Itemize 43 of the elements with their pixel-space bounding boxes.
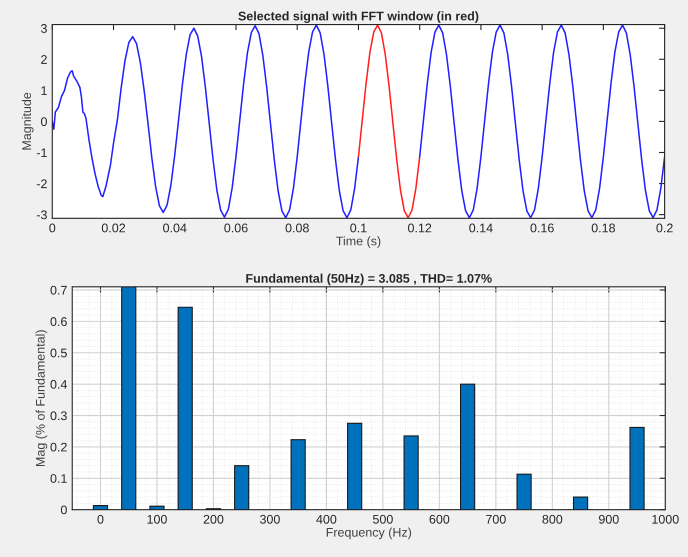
- y-tick-label: 0.1: [50, 474, 67, 483]
- y-tick-label: 1: [41, 86, 47, 95]
- line-series: [358, 24, 420, 218]
- y-tick-label: -3: [36, 210, 47, 220]
- y-tick-label: 0.5: [50, 348, 67, 358]
- x-tick-label: 0.02: [102, 224, 126, 232]
- x-tick-label: 0.08: [286, 224, 309, 232]
- x-tick-label: 400: [316, 514, 336, 524]
- x-axis-title: Frequency (Hz): [326, 528, 412, 540]
- x-axis-title: Time (s): [336, 236, 380, 248]
- x-tick-label: 600: [430, 514, 450, 524]
- y-tick-label: 0: [60, 505, 67, 514]
- x-tick-label: 0: [97, 514, 104, 524]
- y-tick-label: 0.6: [50, 317, 67, 326]
- x-tick-label: 800: [542, 514, 562, 524]
- chart-title: Selected signal with FFT window (in red): [238, 11, 478, 23]
- x-tick-label: 0.06: [224, 224, 248, 232]
- x-tick-label: 300: [260, 514, 280, 524]
- x-tick-label: 1000: [652, 514, 679, 524]
- y-tick-label: 0.3: [50, 411, 67, 420]
- y-tick-label: -1: [36, 148, 47, 158]
- y-tick-label: 3: [40, 24, 47, 33]
- x-tick-label: 500: [372, 514, 393, 524]
- x-tick-label: 0.12: [408, 224, 432, 232]
- x-tick-label: 0.14: [469, 224, 493, 232]
- x-tick-label: 0.18: [592, 224, 615, 232]
- y-axis-title: Mag (% of Fundamental): [36, 330, 48, 466]
- x-tick-label: 0.16: [530, 224, 554, 232]
- x-tick-label: 700: [486, 514, 506, 524]
- x-tick-label: 200: [204, 514, 224, 524]
- x-tick-label: 0.1: [350, 224, 367, 232]
- y-tick-label: 0.4: [50, 380, 68, 389]
- y-tick-label: 2: [41, 55, 47, 64]
- y-tick-label: 0.2: [50, 442, 67, 452]
- x-tick-label: 0.2: [656, 224, 673, 232]
- x-tick-label: 100: [147, 514, 167, 524]
- y-tick-label: -2: [36, 179, 47, 188]
- y-tick-label: 0: [40, 117, 47, 126]
- chart-title: Fundamental (50Hz) = 3.085 , THD= 1.07%: [246, 274, 492, 286]
- y-tick-label: 0.7: [50, 286, 67, 295]
- y-axis-title: Magnitude: [22, 92, 34, 150]
- x-tick-label: 0.04: [163, 224, 187, 232]
- x-tick-label: 900: [598, 514, 619, 524]
